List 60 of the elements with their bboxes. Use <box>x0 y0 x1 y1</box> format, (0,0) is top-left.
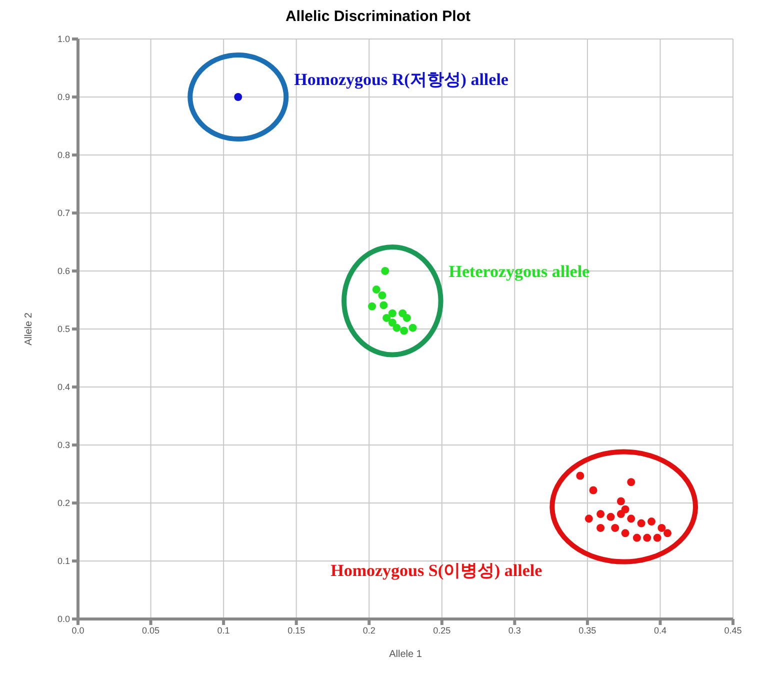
point <box>647 518 656 526</box>
y-tick-label: 0.3 <box>57 440 70 450</box>
point <box>576 472 584 480</box>
point <box>637 519 646 528</box>
y-axis-title: Allele 2 <box>24 312 35 346</box>
y-tick-label: 1.0 <box>57 34 70 44</box>
point <box>616 510 625 518</box>
point <box>400 326 408 335</box>
point <box>378 291 386 300</box>
x-tick-label: 0.4 <box>654 625 666 636</box>
y-tick-label: 0.9 <box>57 92 70 102</box>
point <box>388 318 396 327</box>
y-tick-label: 0.6 <box>57 266 70 276</box>
y-tick-label: 0.8 <box>57 150 70 160</box>
y-tick-label: 0.0 <box>57 614 70 624</box>
point <box>382 314 391 322</box>
y-tick-label: 0.5 <box>57 324 70 334</box>
point <box>234 93 242 101</box>
y-tick-label: 0.4 <box>57 382 70 392</box>
point <box>658 524 666 532</box>
x-tick-label: 0.2 <box>362 625 376 636</box>
point <box>606 512 615 521</box>
point <box>664 529 672 538</box>
x-tick-label: 0.25 <box>433 625 451 636</box>
point <box>402 314 411 322</box>
point <box>589 486 598 494</box>
point <box>596 510 605 518</box>
x-tick-label: 0.05 <box>142 625 160 636</box>
text: Homozygous S(이병성) allele <box>330 560 543 580</box>
y-tick-label: 0.7 <box>57 208 70 218</box>
point <box>643 534 652 542</box>
point <box>596 524 605 532</box>
point <box>616 497 625 506</box>
text: Heterozygous allele <box>448 262 590 281</box>
x-tick-label: 0.15 <box>288 625 306 636</box>
text: Homozygous R(저항성) allele <box>294 70 509 89</box>
point <box>632 534 641 542</box>
point <box>621 505 630 514</box>
point <box>381 267 390 275</box>
x-tick-label: 0.3 <box>508 625 521 636</box>
point <box>408 324 417 332</box>
chart-title: Allelic Discrimination Plot <box>284 8 472 25</box>
x-tick-label: 0.1 <box>217 625 230 636</box>
point <box>392 324 401 332</box>
x-tick-label: 0.35 <box>578 625 596 636</box>
point <box>380 301 388 310</box>
point <box>611 524 620 532</box>
point <box>621 529 630 538</box>
x-tick-label: 0.45 <box>724 625 742 636</box>
point <box>653 534 662 542</box>
point <box>584 514 593 523</box>
y-tick-label: 0.1 <box>57 556 70 566</box>
point <box>388 309 396 318</box>
y-tick-label: 0.2 <box>57 498 70 508</box>
point <box>368 302 376 310</box>
x-tick-label: 0.0 <box>72 625 84 636</box>
x-axis-title: Allele 1 <box>389 649 422 660</box>
point <box>627 514 636 523</box>
point <box>627 478 636 486</box>
point <box>372 286 380 294</box>
